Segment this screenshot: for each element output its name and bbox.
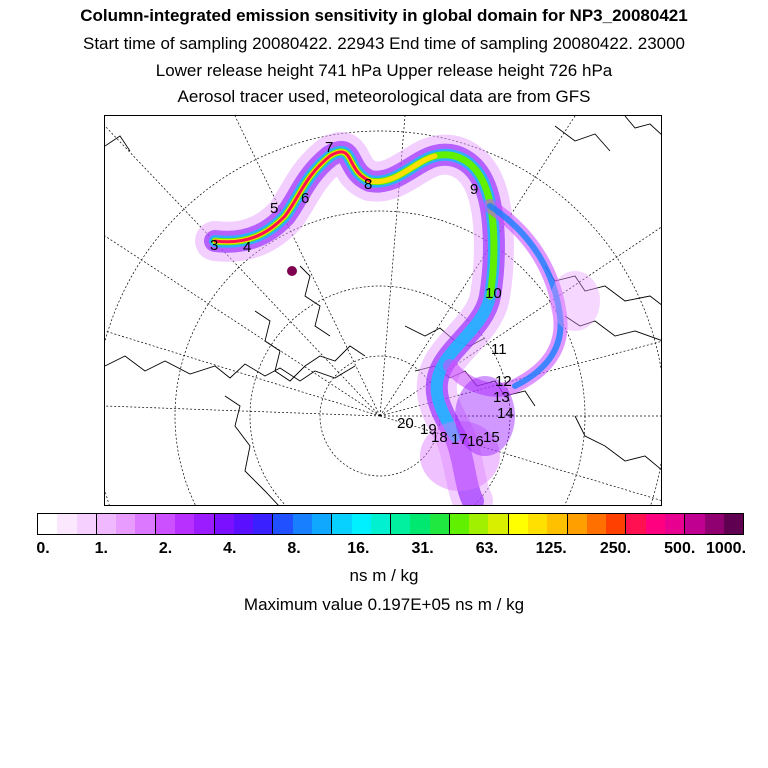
coastline	[299, 265, 331, 337]
plot-title: Column-integrated emission sensitivity i…	[80, 6, 688, 25]
colorbar-segment	[311, 514, 333, 534]
meridian-line	[105, 125, 381, 417]
map-panel: 3 4 5 6 7 8 9 10 11 12 13 14 15 16 17 18…	[104, 115, 662, 506]
colorbar-segment	[567, 514, 587, 534]
coastline	[624, 116, 661, 135]
meridian-line	[379, 415, 661, 501]
track-label: 8	[364, 176, 372, 193]
coastline	[574, 415, 661, 470]
track-label: 4	[243, 239, 251, 256]
colorbar-segment	[508, 514, 529, 534]
polar-map: 3 4 5 6 7 8 9 10 11 12 13 14 15 16 17 18…	[105, 116, 661, 505]
colorbar-tick-label: 4.	[223, 540, 237, 557]
colorbar-segment	[586, 514, 607, 534]
colorbar-segment	[174, 514, 195, 534]
colorbar-tick-label: 1000.	[705, 540, 747, 557]
colorbar-segment	[135, 514, 156, 534]
track-label: 10	[485, 285, 502, 302]
colorbar	[37, 513, 744, 535]
sampling-time-line: Start time of sampling 20080422. 22943 E…	[82, 34, 686, 53]
colorbar-segment	[253, 514, 274, 534]
colorbar-segment	[351, 514, 371, 534]
colorbar-tick-label: 63.	[475, 540, 499, 557]
colorbar-segment	[233, 514, 254, 534]
track-label: 13	[493, 389, 510, 406]
colorbar-segment	[429, 514, 450, 534]
track-label: 12	[495, 373, 512, 390]
plume-lower-blob	[455, 376, 515, 456]
track-label: 14	[497, 405, 514, 422]
colorbar-segment	[547, 514, 568, 534]
colorbar-segment	[292, 514, 312, 534]
colorbar-segment	[57, 514, 77, 534]
colorbar-segment	[273, 514, 293, 534]
colorbar-segment	[626, 514, 646, 534]
colorbar-segment	[214, 514, 234, 534]
coastline	[105, 355, 356, 382]
colorbar-segment	[606, 514, 627, 534]
colorbar-segment	[528, 514, 548, 534]
maximum-value-line: Maximum value 0.197E+05 ns m / kg	[243, 595, 525, 614]
colorbar-tick-label: 16.	[347, 540, 370, 557]
track-label: 9	[470, 181, 478, 198]
colorbar-tick-label: 31.	[411, 540, 434, 557]
track-label: 18	[431, 429, 448, 446]
colorbar-segment	[704, 514, 724, 534]
meridian-line	[105, 405, 381, 417]
plume-eastern-blob	[550, 271, 600, 331]
colorbar-tick-label: 0.	[36, 540, 50, 557]
colorbar-segment	[469, 514, 489, 534]
tracer-note-line: Aerosol tracer used, meteorological data…	[177, 87, 591, 106]
colorbar-tick-label: 125.	[535, 540, 567, 557]
colorbar-segment	[38, 514, 58, 534]
release-site-marker	[287, 266, 297, 276]
track-labels: 3 4 5 6 7 8 9 10 11 12 13 14 15 16 17 18…	[210, 139, 514, 450]
coastline	[554, 125, 611, 152]
colorbar-segment	[449, 514, 470, 534]
colorbar-segment	[723, 514, 744, 534]
coastline	[564, 315, 661, 341]
colorbar-segment	[685, 514, 705, 534]
track-label: 20	[397, 415, 414, 432]
meridian-line	[234, 116, 381, 417]
track-label: 11	[491, 341, 507, 358]
colorbar-segment	[488, 514, 509, 534]
plume-lower-blob	[420, 421, 500, 491]
colorbar-segment	[370, 514, 392, 534]
colorbar-segment	[332, 514, 352, 534]
coastline	[105, 135, 131, 152]
track-label: 7	[325, 139, 333, 156]
colorbar-segment	[96, 514, 117, 534]
colorbar-segment	[645, 514, 665, 534]
track-label: 3	[210, 237, 218, 254]
colorbar-segment	[116, 514, 136, 534]
plume-loop-core	[487, 203, 564, 389]
track-label: 15	[483, 429, 500, 446]
release-height-line: Lower release height 741 hPa Upper relea…	[155, 61, 613, 80]
colorbar-segment	[665, 514, 686, 534]
track-label: 6	[301, 190, 309, 207]
colorbar-segment	[194, 514, 215, 534]
coastline	[254, 310, 366, 382]
colorbar-tick-label: 250.	[599, 540, 632, 557]
track-label: 19	[420, 421, 437, 438]
coastline	[224, 395, 279, 505]
colorbar-segment	[391, 514, 411, 534]
plume	[195, 132, 600, 505]
plume-core	[213, 150, 372, 244]
colorbar-tick-label: 1.	[94, 540, 108, 557]
track-label: 5	[270, 200, 278, 217]
meridian-line	[105, 330, 381, 417]
colorbar-tick-label: 2.	[158, 540, 173, 557]
meridian-line	[105, 235, 381, 417]
colorbar-segment	[76, 514, 97, 534]
colorbar-tick-label: 8.	[287, 540, 301, 557]
track-label: 16	[467, 433, 484, 450]
colorbar-units: ns m / kg	[349, 566, 419, 585]
colorbar-tick-label: 500.	[664, 540, 696, 557]
colorbar-segment	[155, 514, 175, 534]
colorbar-segment	[410, 514, 430, 534]
track-label: 17	[451, 431, 468, 448]
